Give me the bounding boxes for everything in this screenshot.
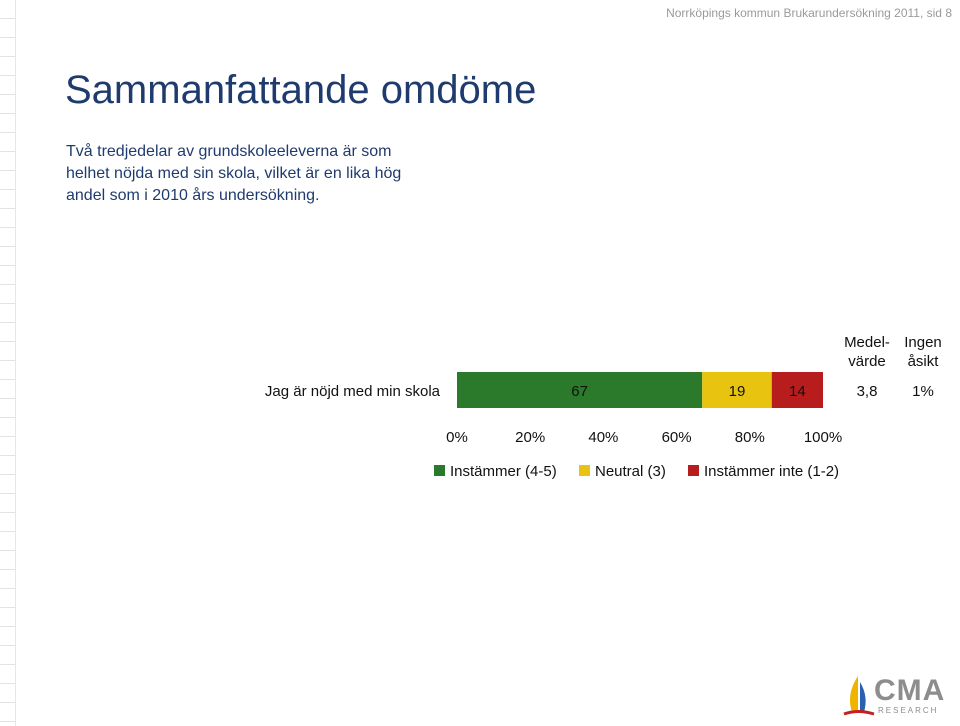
x-tick-label: 60% — [662, 429, 692, 446]
column-header: Medel- — [844, 334, 890, 351]
page-ruler — [0, 0, 16, 726]
logo-subtitle: RESEARCH — [878, 706, 939, 715]
x-tick-label: 40% — [588, 429, 618, 446]
category-label: Jag är nöjd med min skola — [265, 383, 441, 400]
source-note: Norrköpings kommun Brukarundersökning 20… — [666, 6, 952, 20]
x-tick-label: 20% — [515, 429, 545, 446]
data-label: 19 — [729, 383, 746, 400]
summary-line: andel som i 2010 års undersökning. — [66, 187, 320, 204]
column-value: 1% — [912, 383, 934, 400]
column-value: 3,8 — [857, 383, 878, 400]
legend-swatch — [688, 465, 699, 476]
bar-segment — [702, 372, 772, 408]
column-header: Ingen — [904, 334, 942, 351]
legend-swatch — [434, 465, 445, 476]
sail-icon — [843, 676, 875, 716]
column-header: värde — [848, 353, 886, 370]
summary-line: helhet nöjda med sin skola, vilket är en… — [66, 165, 402, 182]
legend-label: Instämmer (4-5) — [450, 463, 557, 480]
x-tick-label: 80% — [735, 429, 765, 446]
data-label: 67 — [571, 383, 588, 400]
summary-text: Två tredjedelar av grundskoleeleverna är… — [66, 141, 476, 207]
page-title: Sammanfattande omdöme — [65, 68, 537, 112]
legend-label: Neutral (3) — [595, 463, 666, 480]
x-tick-label: 100% — [804, 429, 842, 446]
legend-label: Instämmer inte (1-2) — [704, 463, 839, 480]
column-header: åsikt — [908, 353, 940, 370]
x-tick-label: 0% — [446, 429, 468, 446]
logo-name: CMA — [874, 674, 946, 707]
bar-segment — [771, 372, 823, 408]
summary-line: Två tredjedelar av grundskoleeleverna är… — [66, 143, 392, 160]
legend-swatch — [579, 465, 590, 476]
data-label: 14 — [789, 383, 806, 400]
cma-logo: CMA RESEARCH — [840, 674, 950, 718]
bar-segment — [457, 372, 703, 408]
